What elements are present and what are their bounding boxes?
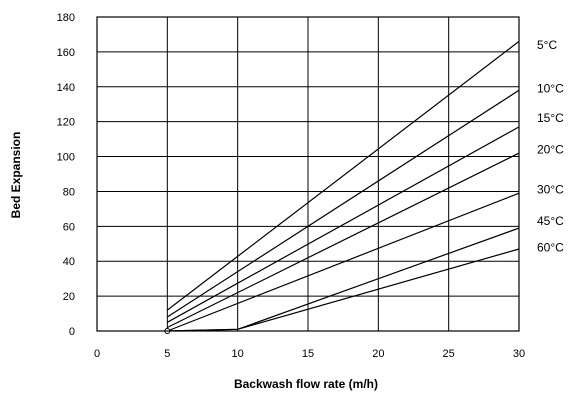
series-lines <box>164 40 520 334</box>
y-tick-label: 140 <box>57 82 75 94</box>
y-axis-title: Bed Expansion <box>9 132 23 219</box>
y-tick-label: 180 <box>57 12 75 24</box>
series-label: 30°C <box>537 183 564 197</box>
y-tick-label: 40 <box>63 256 75 268</box>
x-tick-label: 20 <box>372 348 384 360</box>
y-tick-label: 120 <box>57 117 75 129</box>
grid <box>96 16 520 332</box>
series-label: 60°C <box>537 240 564 254</box>
series-line <box>167 126 520 323</box>
series-label: 10°C <box>537 82 564 96</box>
series-label: 5°C <box>537 38 557 52</box>
y-tick-label: 100 <box>57 152 75 164</box>
series-line <box>167 152 520 329</box>
series-line <box>166 89 520 318</box>
x-tick-label: 30 <box>513 348 525 360</box>
series-line <box>166 40 520 311</box>
y-tick-label: 80 <box>63 186 75 198</box>
x-axis-title: Backwash flow rate (m/h) <box>234 377 378 391</box>
series-label: 15°C <box>537 111 564 125</box>
series-line <box>167 192 520 332</box>
x-tick-label: 5 <box>164 348 170 360</box>
plot-border <box>96 16 520 332</box>
y-tick-label: 20 <box>63 291 75 303</box>
tick-labels: 0 5 10 15 20 25 30 0 20 40 60 80 100 120 140 160 180 <box>57 12 525 360</box>
series-line <box>167 227 520 332</box>
series-label: 45°C <box>537 214 564 228</box>
y-tick-label: 160 <box>57 47 75 59</box>
x-tick-label: 10 <box>232 348 244 360</box>
x-tick-label: 15 <box>302 348 314 360</box>
x-tick-label: 25 <box>443 348 455 360</box>
series-labels: 5°C 10°C 15°C 20°C 30°C 45°C 60°C <box>537 38 564 254</box>
y-tick-label: 0 <box>69 326 75 338</box>
series-label: 20°C <box>537 143 564 157</box>
x-tick-label: 0 <box>94 348 100 360</box>
y-tick-label: 60 <box>63 221 75 233</box>
plot-frame <box>96 16 520 332</box>
